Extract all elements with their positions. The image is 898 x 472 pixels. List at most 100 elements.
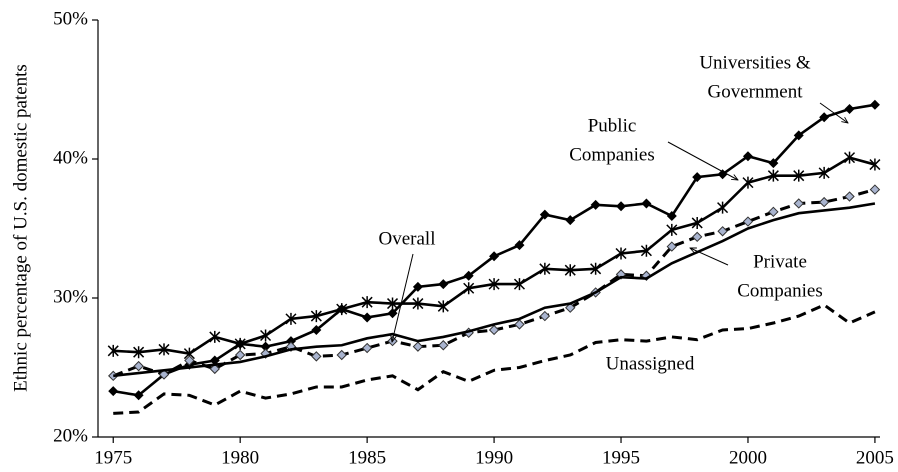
point xyxy=(692,172,703,183)
point xyxy=(489,251,500,262)
point xyxy=(717,226,728,237)
point xyxy=(336,349,347,361)
point xyxy=(616,201,627,212)
point xyxy=(565,215,576,226)
point xyxy=(463,270,474,281)
annotation: Overall xyxy=(379,228,436,249)
point xyxy=(717,169,728,180)
x-tick-label: 1980 xyxy=(221,447,259,468)
point xyxy=(666,223,678,236)
y-tick-label: 20% xyxy=(53,425,88,446)
point xyxy=(311,351,322,362)
point xyxy=(818,196,830,208)
point xyxy=(691,231,703,243)
point xyxy=(539,262,551,275)
point xyxy=(361,342,373,354)
point xyxy=(666,241,678,252)
series-line xyxy=(113,202,876,378)
point xyxy=(565,302,576,313)
y-axis-label: Ethnic percentage of U.S. domestic paten… xyxy=(10,64,31,392)
y-tick-label: 40% xyxy=(53,147,88,168)
point xyxy=(336,303,348,316)
point xyxy=(133,346,145,359)
point xyxy=(742,216,754,227)
x-tick-label: 2000 xyxy=(729,447,767,468)
point xyxy=(412,297,424,310)
point xyxy=(412,281,423,292)
annotation: Private xyxy=(753,251,807,272)
point xyxy=(768,158,779,169)
point xyxy=(539,310,551,322)
annotation: Public xyxy=(588,115,637,136)
point xyxy=(133,360,144,372)
point xyxy=(438,279,449,290)
point xyxy=(387,308,398,319)
point xyxy=(793,198,804,209)
x-tick-label: 1985 xyxy=(348,447,386,468)
point xyxy=(386,297,399,310)
x-tick-label: 1990 xyxy=(475,447,513,468)
point xyxy=(793,130,804,141)
point xyxy=(438,340,449,351)
point xyxy=(691,216,703,229)
point xyxy=(666,210,677,221)
point xyxy=(869,158,881,171)
x-tick-label: 1995 xyxy=(602,447,640,468)
point xyxy=(488,278,500,291)
point xyxy=(361,296,373,309)
point xyxy=(640,244,652,257)
point xyxy=(184,355,195,366)
point xyxy=(463,282,475,295)
point xyxy=(285,336,296,347)
point xyxy=(793,169,805,182)
point xyxy=(844,151,856,164)
point xyxy=(310,310,322,323)
point xyxy=(437,300,449,313)
point xyxy=(209,355,220,366)
point xyxy=(539,209,550,220)
point xyxy=(234,349,246,361)
point xyxy=(514,319,525,330)
point xyxy=(488,324,500,336)
annotation-arrow xyxy=(392,253,414,342)
point xyxy=(260,341,271,352)
point xyxy=(819,112,830,123)
point xyxy=(742,176,754,189)
point xyxy=(615,247,627,260)
annotation: Unassigned xyxy=(606,353,695,374)
point xyxy=(844,103,855,114)
point xyxy=(513,278,525,291)
point xyxy=(590,199,601,210)
point xyxy=(768,206,779,218)
x-tick-label: 2005 xyxy=(856,447,894,468)
point xyxy=(260,329,272,342)
y-tick-label: 50% xyxy=(53,8,88,29)
point xyxy=(158,343,170,356)
x-tick-label: 1975 xyxy=(94,447,132,468)
point xyxy=(285,312,297,325)
point xyxy=(209,363,220,375)
point xyxy=(234,337,246,350)
series-line xyxy=(113,103,876,397)
point xyxy=(564,264,576,277)
annotation: Government xyxy=(708,81,804,102)
point xyxy=(869,184,881,195)
point xyxy=(133,390,144,401)
annotation: Universities & xyxy=(699,52,811,73)
series-line xyxy=(113,303,876,415)
point xyxy=(767,169,779,182)
point xyxy=(107,344,119,357)
annotation-arrow xyxy=(690,248,729,266)
point xyxy=(108,386,119,397)
annotation-arrow xyxy=(819,102,848,123)
point xyxy=(869,99,880,110)
y-tick-label: 30% xyxy=(53,286,88,307)
point xyxy=(412,341,424,352)
point xyxy=(362,312,373,323)
point xyxy=(844,191,855,202)
annotation: Companies xyxy=(737,280,823,301)
point xyxy=(742,151,753,162)
point xyxy=(818,166,830,179)
point xyxy=(641,198,652,209)
